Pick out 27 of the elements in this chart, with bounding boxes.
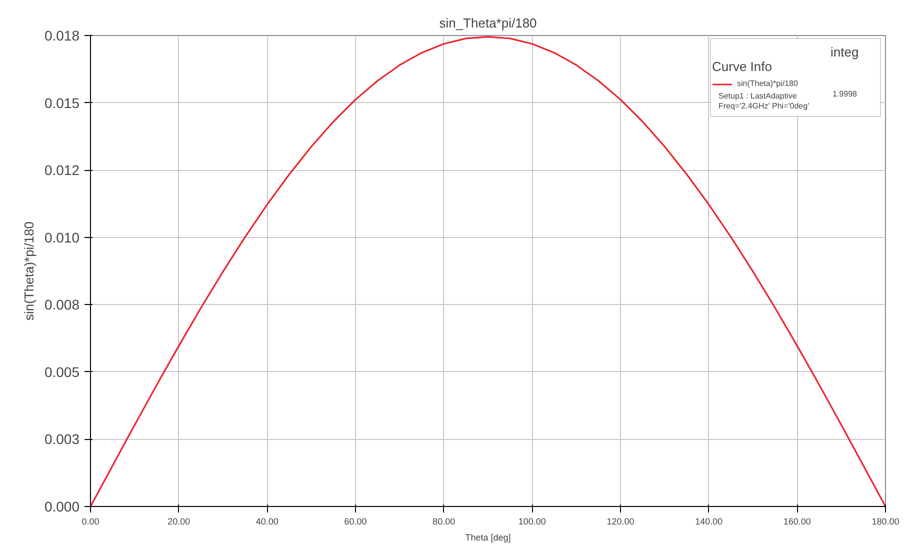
y-tick-label: 0.000: [44, 498, 80, 514]
x-tick-label: 80.00: [432, 516, 456, 526]
y-axis-title: sin(Theta)*pi/180: [21, 222, 36, 320]
legend-title: Curve Info: [712, 59, 773, 74]
x-tick-label: 0.00: [82, 516, 100, 526]
y-tick-label: 0.012: [44, 162, 80, 178]
y-tick-label: 0.018: [44, 28, 80, 44]
annotation: integ: [830, 44, 859, 60]
annotation: Freq='2.4GHz' Phi='0deg': [718, 102, 810, 110]
y-tick-label: 0.003: [44, 431, 80, 448]
legend-label: sin(Theta)*pi/180: [737, 79, 798, 88]
x-tick-label: 140.00: [695, 516, 723, 526]
annotation: Setup1 : LastAdaptive: [718, 92, 798, 100]
y-tick-label: 0.010: [44, 229, 80, 246]
y-tick-label: 0.015: [44, 94, 80, 111]
x-axis-title: Theta [deg]: [465, 532, 511, 542]
y-tick-label: 0.005: [44, 364, 80, 380]
x-tick-label: 60.00: [344, 516, 367, 526]
x-tick-label: 120.00: [606, 516, 634, 526]
x-tick-label: 20.00: [168, 516, 190, 526]
x-tick-label: 40.00: [256, 516, 278, 526]
chart-title: sin_Theta*pi/180: [439, 16, 537, 30]
x-tick-label: 160.00: [783, 516, 811, 526]
y-tick-label: 0.008: [44, 296, 80, 313]
x-tick-label: 180.00: [872, 516, 900, 526]
annotation: 1.9998: [832, 90, 858, 98]
x-tick-label: 100.00: [518, 516, 546, 526]
